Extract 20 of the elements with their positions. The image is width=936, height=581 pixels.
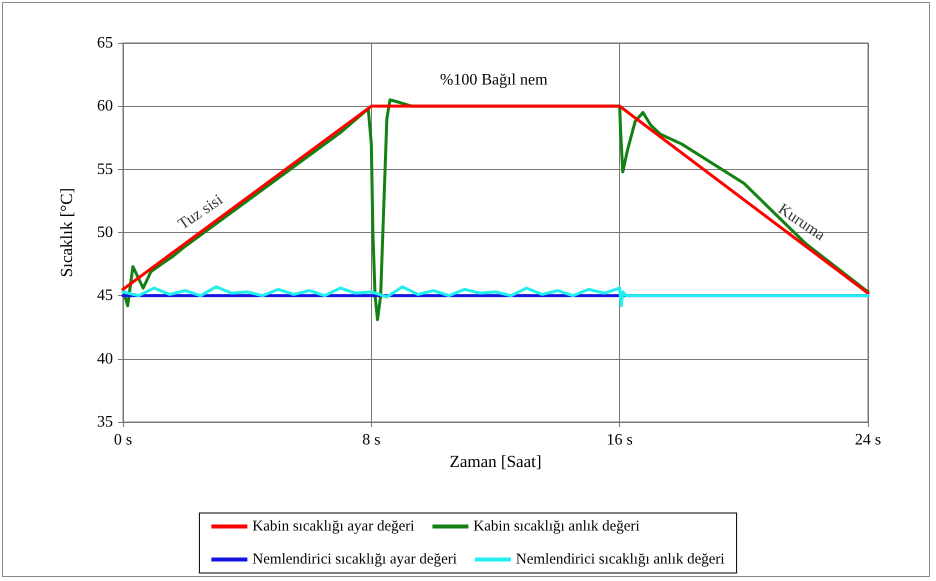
annotation: Tuz sisi (175, 191, 226, 234)
y-tick-label: 45 (97, 287, 113, 304)
x-tick-label: 8 s (362, 432, 380, 448)
y-axis-title: Sıcaklık [°C] (57, 188, 76, 278)
legend-label: Nemlendirici sıcaklığı ayar değeri (252, 552, 457, 568)
x-axis-title: Zaman [Saat] (449, 452, 542, 471)
legend-label: Nemlendirici sıcaklığı anlık değeri (516, 552, 725, 568)
line-series (122, 285, 870, 308)
legend-label: Kabin sıcaklığı ayar değeri (252, 518, 414, 534)
x-tick-label: 0 s (114, 432, 132, 448)
x-tick-label: 24 s (854, 432, 882, 448)
y-tick-label: 55 (97, 160, 113, 178)
y-tick-label: 50 (97, 224, 113, 241)
y-tick-label: 40 (97, 350, 113, 368)
legend-label: Kabin sıcaklığı anlık değeri (473, 518, 640, 534)
y-tick-label: 60 (97, 98, 113, 115)
y-tick-label: 35 (97, 414, 113, 430)
x-tick-label: 16 s (606, 432, 633, 448)
y-tick-label: 65 (97, 34, 113, 52)
annotation: %100 Bağıl nem (440, 72, 548, 88)
